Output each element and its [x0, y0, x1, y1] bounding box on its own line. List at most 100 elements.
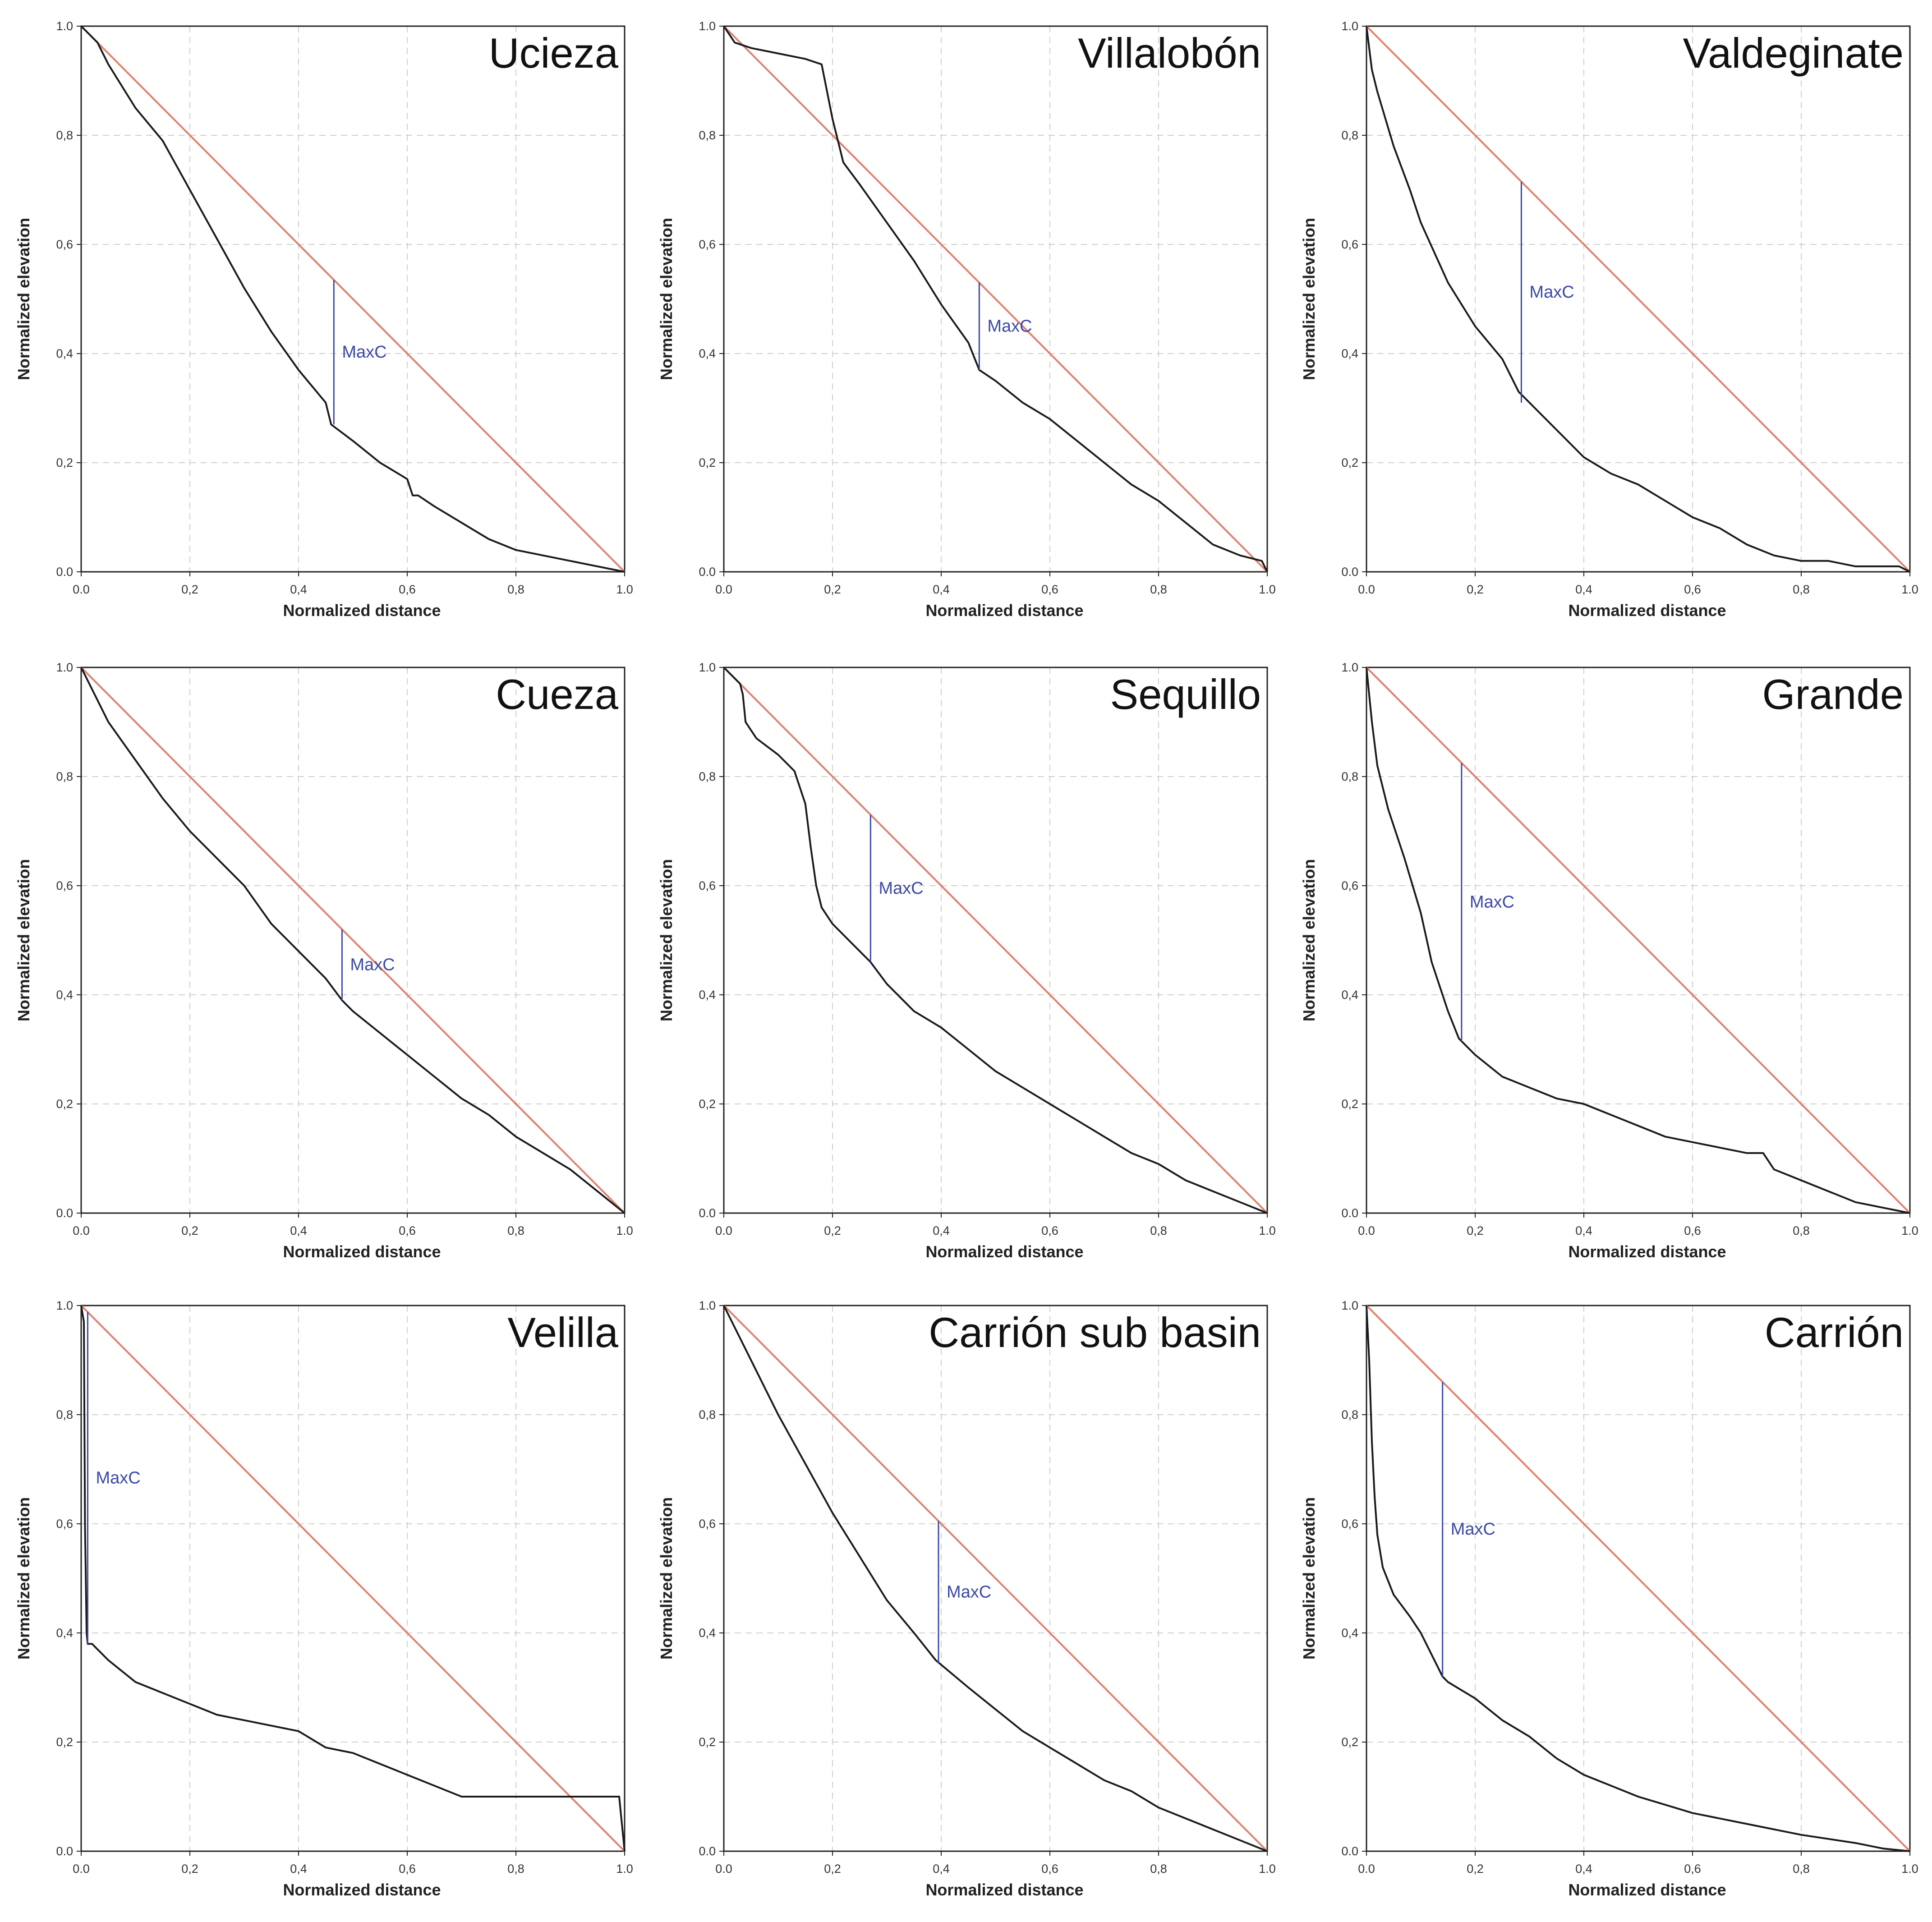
reference-line — [1366, 667, 1911, 1214]
x-axis-label: Normalized distance — [1568, 601, 1726, 620]
x-tick-label: 1.0 — [1259, 1224, 1276, 1237]
y-tick-label: 0,4 — [56, 347, 73, 360]
y-tick-label: 1.0 — [56, 1299, 73, 1312]
plot-frame — [80, 1305, 626, 1852]
maxc-label: MaxC — [879, 879, 923, 898]
x-tick-label: 0.0 — [1358, 1224, 1375, 1237]
chart-panel-8: 0.0 0.0 0,2 0,2 0,4 0,4 0,6 0,6 0,8 0,8 1.0 1.0 Norm… — [657, 1299, 1276, 1899]
x-tick-label: 0,4 — [290, 1224, 307, 1237]
x-tick-label: 0,4 — [1575, 1862, 1592, 1876]
y-tick-label: 0,2 — [699, 1097, 716, 1111]
plot-frame — [80, 25, 626, 573]
y-tick-label: 0,6 — [699, 1517, 716, 1531]
maxc-label: MaxC — [1529, 283, 1574, 302]
maxc-label: MaxC — [947, 1582, 991, 1601]
y-tick-label: 0,6 — [699, 879, 716, 892]
x-tick-label: 0.0 — [73, 1224, 90, 1237]
x-tick-label: 0,2 — [1467, 1224, 1484, 1237]
profile-line — [1366, 1305, 1910, 1852]
x-tick-label: 0,6 — [399, 1862, 416, 1876]
y-axis-label: Normalized elevation — [14, 218, 33, 380]
y-tick-label: 0.0 — [1341, 1844, 1358, 1858]
y-tick-label: 1.0 — [1341, 19, 1358, 33]
y-tick-label: 1.0 — [699, 1299, 716, 1312]
reference-line — [1366, 25, 1911, 573]
x-tick-label: 0.0 — [715, 1224, 732, 1237]
y-tick-label: 0,6 — [1341, 238, 1358, 251]
x-tick-label: 0,2 — [824, 1224, 841, 1237]
y-tick-label: 1.0 — [699, 661, 716, 674]
x-tick-label: 0,6 — [399, 583, 416, 596]
x-axis-label: Normalized distance — [283, 1242, 441, 1261]
x-tick-label: 0,8 — [1793, 1224, 1810, 1237]
reference-line — [80, 25, 626, 573]
x-tick-label: 0,6 — [1684, 1862, 1701, 1876]
y-tick-label: 0,4 — [1341, 988, 1358, 1002]
plot-frame — [1366, 1305, 1911, 1852]
y-axis-label: Normalized elevation — [1300, 1497, 1318, 1660]
y-tick-label: 0,8 — [56, 129, 73, 142]
y-tick-label: 1.0 — [56, 661, 73, 674]
y-tick-label: 0,4 — [699, 347, 716, 360]
x-tick-label: 1.0 — [616, 583, 633, 596]
profile-line — [80, 25, 625, 573]
chart-title: Carrión sub basin — [929, 1309, 1261, 1356]
plot-frame — [723, 1305, 1268, 1852]
chart-title: Velilla — [507, 1309, 618, 1356]
y-tick-label: 0.0 — [56, 1844, 73, 1858]
x-tick-label: 0,4 — [290, 1862, 307, 1876]
chart-panel-3: 0.00.0 0,2 0,2 0,4 0,4 0,6 0,6 0,8 0,8 1.0 1.0 Norm… — [1300, 19, 1918, 620]
profile-line — [723, 667, 1268, 1214]
y-axis-label: Normalized elevation — [657, 1497, 676, 1660]
x-tick-label: 1.0 — [1901, 1224, 1918, 1237]
y-tick-label: 0,8 — [1341, 770, 1358, 783]
x-tick-label: 0,8 — [1793, 1862, 1810, 1876]
y-axis-label: Normalized elevation — [657, 859, 676, 1021]
y-tick-label: 0,8 — [1341, 1408, 1358, 1421]
x-tick-label: 0.0 — [1358, 1862, 1375, 1876]
chart-title: Carrión — [1765, 1309, 1904, 1356]
x-tick-label: 0,8 — [1150, 583, 1167, 596]
reference-line — [723, 1305, 1268, 1852]
x-tick-label: 0,4 — [1575, 583, 1592, 596]
x-tick-label: 1.0 — [1259, 583, 1276, 596]
y-tick-label: 1.0 — [56, 19, 73, 33]
y-axis-label: Normalized elevation — [1300, 859, 1318, 1021]
chart-title: Ucieza — [489, 29, 619, 77]
chart-title: Sequillo — [1110, 671, 1261, 718]
x-tick-label: 0.0 — [1358, 583, 1375, 596]
y-tick-label: 0.0 — [699, 565, 716, 579]
y-tick-label: 0,2 — [1341, 1735, 1358, 1749]
x-tick-label: 1.0 — [616, 1224, 633, 1237]
y-tick-label: 0,2 — [699, 1735, 716, 1749]
x-tick-label: 0,6 — [1041, 1862, 1058, 1876]
y-tick-label: 1.0 — [1341, 1299, 1358, 1312]
chart-panel-1: 0.00.0 0,2 0,2 0,4 0,4 0,6 0,6 0,8 0,8 1.0 1.0 Norm… — [14, 19, 633, 620]
maxc-label: MaxC — [1451, 1520, 1495, 1539]
maxc-label: MaxC — [987, 317, 1032, 336]
reference-line — [80, 667, 626, 1214]
y-tick-label: 0,6 — [56, 238, 73, 251]
y-tick-label: 0,6 — [56, 879, 73, 892]
y-tick-label: 0,4 — [56, 1626, 73, 1640]
y-tick-label: 0.0 — [1341, 565, 1358, 579]
profile-line — [1366, 667, 1910, 1214]
x-tick-label: 1.0 — [616, 1862, 633, 1876]
x-tick-label: 1.0 — [1901, 1862, 1918, 1876]
x-tick-label: 0,8 — [507, 583, 524, 596]
chart-panel-7: 0.00.0 0,2 0,2 0,4 0,4 0,6 0,6 0,8 0,8 1.0 1.0 Norm… — [14, 1299, 633, 1899]
y-tick-label: 0,4 — [699, 1626, 716, 1640]
y-tick-label: 0,6 — [699, 238, 716, 251]
y-tick-label: 0,2 — [56, 456, 73, 469]
x-tick-label: 0,2 — [824, 583, 841, 596]
y-tick-label: 0,2 — [1341, 456, 1358, 469]
y-tick-label: 0,6 — [1341, 879, 1358, 892]
y-tick-label: 0,4 — [1341, 347, 1358, 360]
x-tick-label: 0,4 — [933, 1862, 950, 1876]
x-tick-label: 0.0 — [73, 583, 90, 596]
chart-panel-9: 0.00.0 0,2 0,2 0,4 0,4 0,6 0,6 0,8 0,8 1.0 1.0 Norm… — [1300, 1299, 1918, 1899]
y-axis-label: Normalized elevation — [1300, 218, 1318, 380]
maxc-label: MaxC — [1470, 892, 1514, 911]
y-tick-label: 0.0 — [56, 565, 73, 579]
